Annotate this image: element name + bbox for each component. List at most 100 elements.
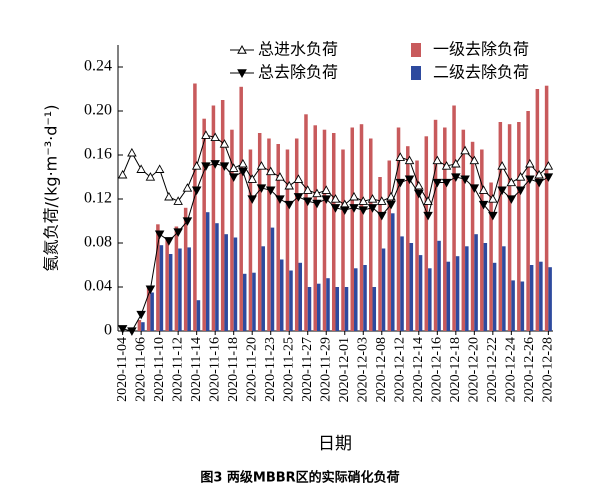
bar [461, 129, 466, 331]
marker [367, 204, 378, 213]
marker [210, 132, 220, 142]
bar [239, 86, 243, 331]
marker [136, 310, 146, 320]
marker [395, 178, 406, 188]
bar [381, 248, 386, 331]
bar [406, 146, 410, 331]
bar [433, 119, 438, 331]
bar [492, 262, 497, 331]
bar [289, 270, 293, 331]
marker [275, 195, 285, 204]
bar [150, 292, 154, 331]
x-tick-label: 2020-11-27 [300, 337, 315, 402]
bar [196, 300, 201, 331]
bar [517, 122, 521, 331]
bar [202, 118, 206, 331]
bar [544, 85, 549, 331]
y-tick-label: 0.24 [84, 58, 112, 75]
y-axis-label: 氨氮负荷/(kg·m⁻³·d⁻¹) [42, 105, 61, 272]
marker [349, 204, 359, 213]
bar [233, 237, 238, 331]
marker [497, 161, 507, 170]
bar [215, 223, 219, 331]
marker [321, 185, 332, 194]
bar [354, 268, 358, 331]
marker [367, 194, 378, 203]
marker [284, 200, 294, 210]
bar [465, 246, 469, 331]
x-tick-label: 2020-12-08 [374, 337, 389, 402]
x-tick-label: 2020-11-20 [244, 337, 259, 402]
marker [515, 172, 526, 181]
x-tick-label: 2020-12-20 [467, 337, 482, 402]
bar [437, 240, 441, 331]
bar [307, 287, 312, 331]
marker [358, 206, 369, 215]
bar [396, 127, 401, 331]
bar [285, 149, 290, 331]
bar [193, 83, 197, 331]
legend-marker [237, 44, 247, 54]
marker [247, 174, 257, 183]
bar [174, 226, 179, 331]
marker [478, 200, 489, 210]
x-tick-label: 2020-11-18 [226, 337, 241, 402]
bar [428, 268, 432, 331]
marker [488, 211, 498, 221]
bar [350, 127, 355, 331]
bar [294, 138, 299, 331]
bar [242, 273, 247, 331]
bar [474, 234, 478, 331]
bar [498, 122, 503, 331]
x-axis-label: 日期 [318, 434, 352, 454]
marker [321, 195, 332, 204]
bar [502, 246, 506, 331]
marker [210, 160, 220, 169]
marker [302, 185, 313, 194]
marker [284, 180, 294, 190]
marker [377, 211, 387, 221]
x-tick-label: 2020-11-29 [318, 337, 333, 402]
bar [372, 287, 377, 331]
marker [414, 180, 424, 190]
marker [423, 211, 433, 221]
marker [238, 167, 248, 177]
x-tick-label: 2020-11-14 [189, 337, 204, 402]
marker [377, 196, 387, 205]
bar [137, 320, 142, 331]
bar [224, 234, 228, 331]
marker [404, 155, 415, 165]
legend-marker [237, 69, 247, 79]
marker [173, 228, 183, 237]
marker [330, 194, 341, 203]
marker [432, 155, 443, 165]
marker [145, 285, 156, 295]
marker [386, 191, 396, 201]
bar [261, 246, 265, 331]
x-tick-label: 2020-12-24 [504, 337, 519, 402]
marker [117, 169, 128, 179]
marker [497, 186, 507, 196]
marker [478, 185, 489, 194]
bar [507, 124, 512, 331]
bar [470, 141, 475, 331]
marker [358, 196, 369, 205]
bar [520, 281, 525, 331]
bar [359, 124, 364, 331]
x-tick-label: 2020-12-18 [448, 337, 463, 402]
marker [404, 175, 415, 185]
x-tick-label: 2020-11-12 [170, 337, 185, 402]
marker [127, 147, 137, 157]
bar [535, 89, 540, 331]
marker [451, 158, 461, 168]
marker [441, 178, 452, 188]
y-tick-label: 0.04 [84, 278, 112, 295]
marker [219, 139, 230, 148]
bar [313, 125, 317, 331]
marker [117, 325, 128, 334]
marker [238, 158, 248, 168]
marker [154, 230, 165, 240]
marker [432, 178, 443, 188]
bar [156, 224, 160, 331]
